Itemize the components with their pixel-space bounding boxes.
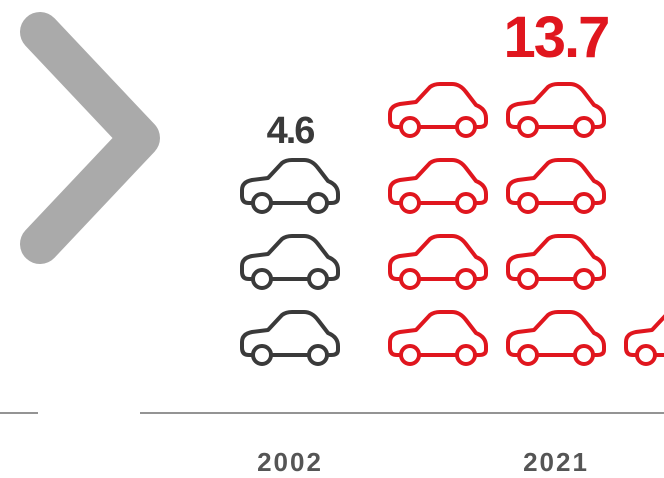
car-icon (506, 158, 606, 214)
car-icon (240, 158, 340, 214)
car-icon (388, 82, 488, 138)
value-label: 4.6 (267, 110, 315, 152)
car-icon (624, 310, 664, 366)
category-label: 2002 (257, 447, 323, 477)
chevron (20, 12, 160, 264)
category-label: 2021 (523, 447, 589, 477)
car-icon (506, 82, 606, 138)
car-icon (506, 310, 606, 366)
car-icon (388, 158, 488, 214)
car-icon (388, 234, 488, 290)
car-icon (506, 234, 606, 290)
car-icon (388, 310, 488, 366)
car-icon (240, 234, 340, 290)
value-label: 13.7 (504, 5, 609, 70)
car-icon (240, 310, 340, 366)
